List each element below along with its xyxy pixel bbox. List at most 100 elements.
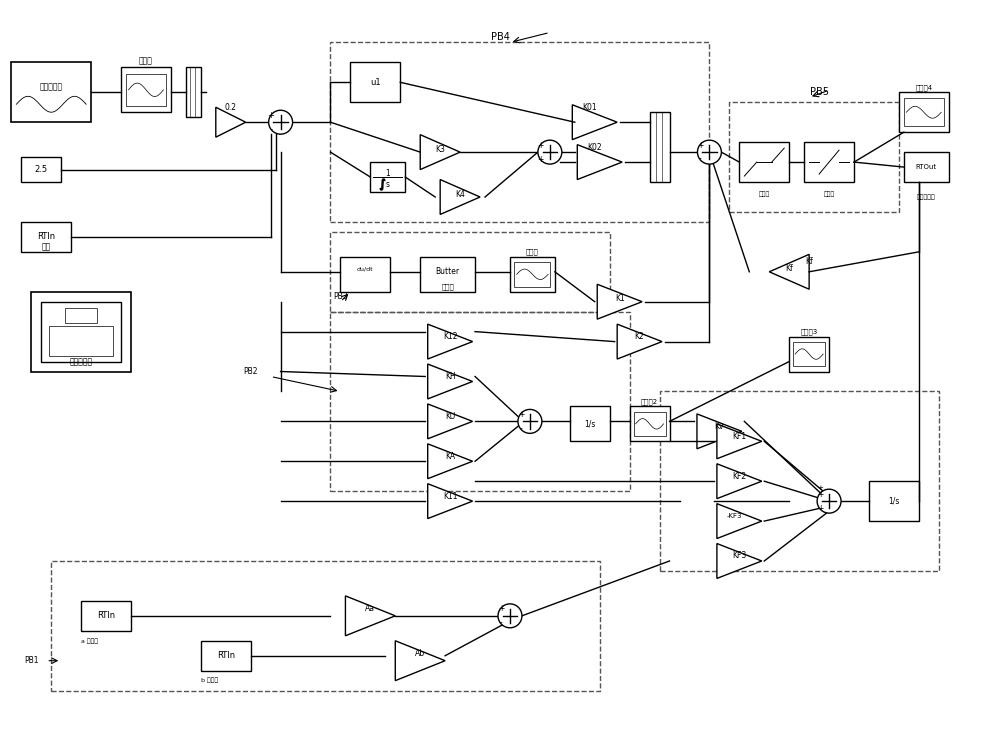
Text: PB5: PB5 [810,87,829,97]
Polygon shape [572,105,617,139]
Polygon shape [717,544,762,578]
Text: +: + [538,141,544,150]
Polygon shape [428,444,473,479]
Text: K11: K11 [443,492,457,501]
Bar [49,325,113,355]
Polygon shape [717,504,762,538]
Text: RTIn: RTIn [37,233,55,242]
Circle shape [518,410,542,433]
Bar [330,232,610,312]
Bar [340,257,390,291]
Text: Kf: Kf [805,258,813,267]
Text: a 腔压力: a 腔压力 [81,638,98,644]
Bar [41,302,121,361]
Bar [330,42,709,222]
Text: Butter: Butter [436,267,460,276]
Bar [634,412,666,436]
Bar [793,342,825,366]
Text: K3: K3 [435,145,445,154]
Polygon shape [428,404,473,439]
Bar [904,152,949,182]
Bar [21,157,61,182]
Bar [11,62,91,122]
Text: 示波器3: 示波器3 [801,328,818,335]
Text: PB1: PB1 [24,656,39,665]
Text: 阀死区: 阀死区 [759,191,770,197]
Text: 信号发生器: 信号发生器 [40,83,63,92]
Text: 示波器2: 示波器2 [641,398,658,404]
Text: s: s [386,179,390,188]
Text: +: + [538,154,544,163]
Polygon shape [420,135,460,169]
Text: Kv: Kv [715,422,724,431]
Text: 示波器4: 示波器4 [915,84,932,90]
Text: K02: K02 [587,142,602,151]
Circle shape [498,604,522,628]
Text: KU: KU [445,412,455,421]
Bar [81,601,131,631]
Text: +: + [697,141,704,150]
Text: RTOut: RTOut [916,164,937,170]
Text: K1: K1 [615,294,625,303]
Polygon shape [617,324,662,359]
Text: KA: KA [445,452,455,461]
Bar [121,67,171,112]
Text: +: + [817,489,823,498]
Bar [65,308,97,322]
Polygon shape [717,424,762,459]
Bar [420,257,475,291]
Text: 示波器: 示波器 [139,56,153,65]
Text: +: + [498,605,504,614]
Text: +: + [817,504,823,513]
Polygon shape [440,179,480,215]
Text: 0.2: 0.2 [225,102,237,111]
Polygon shape [345,596,395,636]
Text: -KF3: -KF3 [727,513,742,519]
Polygon shape [395,641,445,681]
Text: 滤波器: 滤波器 [441,283,454,290]
Text: KF1: KF1 [732,431,746,441]
Text: 1/s: 1/s [584,419,595,428]
Text: 阀信号输出: 阀信号输出 [917,194,936,200]
Bar [21,222,71,252]
Circle shape [697,140,721,164]
Text: Ab: Ab [415,649,425,658]
Text: PB3: PB3 [333,292,348,301]
Text: 数据采集卡: 数据采集卡 [70,358,93,367]
Text: b 腔压力: b 腔压力 [201,678,218,684]
Text: 位移: 位移 [42,243,51,252]
Text: K4: K4 [455,190,465,199]
Bar [899,93,949,133]
Text: KF3: KF3 [732,551,746,560]
Polygon shape [428,364,473,399]
Text: -: - [699,154,702,163]
Text: 阀饱和: 阀饱和 [823,191,835,197]
Bar [650,112,670,182]
Polygon shape [577,145,622,179]
Text: 示波器: 示波器 [526,248,539,255]
Bar [739,142,789,182]
Text: +: + [817,485,823,491]
Text: +: + [267,111,274,120]
Bar [904,99,944,127]
Text: KH: KH [445,372,456,381]
Polygon shape [717,464,762,498]
Text: -: - [520,424,522,433]
Bar [729,102,899,212]
Bar [510,257,555,291]
Circle shape [817,489,841,513]
Text: K01: K01 [582,102,597,111]
Circle shape [538,140,562,164]
Text: PB2: PB2 [243,367,258,376]
Text: RTIn: RTIn [217,651,235,660]
Polygon shape [697,414,742,449]
Text: 1/s: 1/s [888,497,900,506]
Text: +: + [518,410,524,419]
Polygon shape [769,255,809,289]
Bar [126,74,166,105]
Bar [869,481,919,521]
Text: KF2: KF2 [732,471,746,480]
Text: -: - [500,618,502,627]
Text: Kf: Kf [785,264,793,273]
Circle shape [269,110,293,134]
